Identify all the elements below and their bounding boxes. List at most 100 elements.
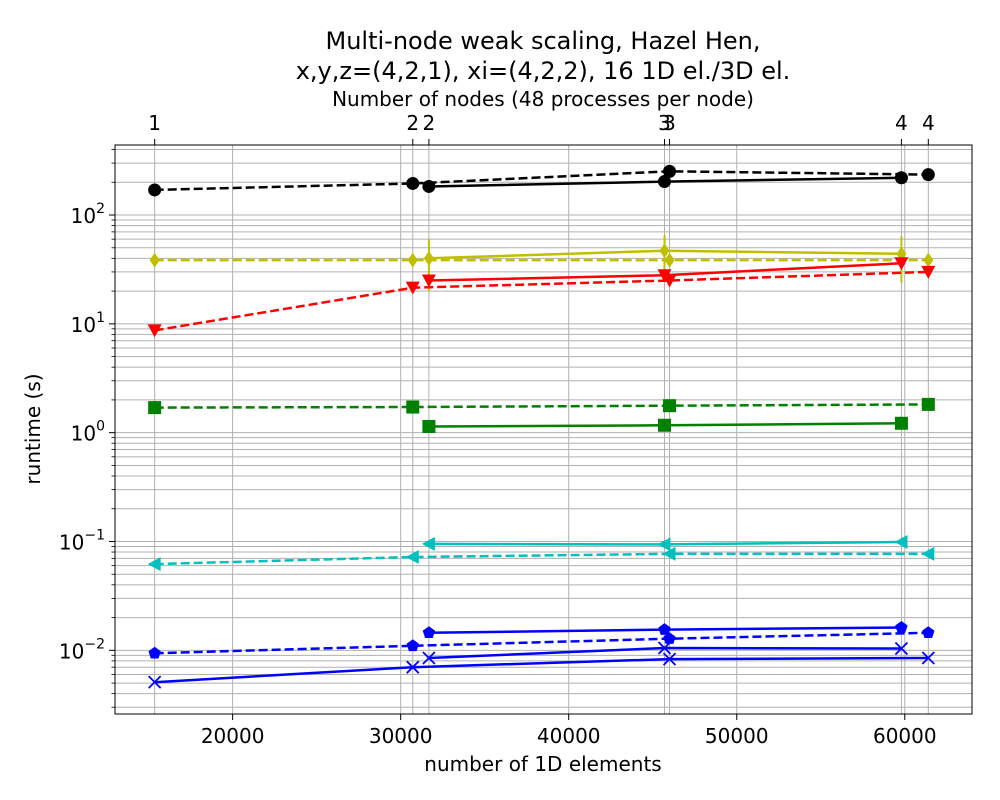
data-point (662, 546, 676, 561)
data-point (422, 419, 436, 433)
y-tick-label: 10−1 (59, 528, 105, 555)
marker-stroke (406, 660, 420, 674)
data-point (657, 418, 671, 432)
top-tick-label: 2 (406, 111, 419, 135)
marker-stroke (148, 675, 162, 689)
data-point (921, 265, 936, 279)
data-point (921, 397, 935, 411)
y-tick-label: 102 (71, 201, 105, 228)
series-line (154, 170, 929, 192)
series-group (147, 164, 936, 689)
data-point (148, 183, 162, 197)
data-point (663, 632, 676, 644)
grid (115, 145, 972, 714)
data-point (405, 281, 420, 295)
x-axis-label: number of 1D elements (424, 752, 661, 776)
data-point (406, 400, 420, 414)
data-point (423, 250, 434, 266)
top-tick-label: 1 (148, 111, 161, 135)
data-point (421, 536, 435, 551)
data-point (148, 675, 162, 689)
series-line (154, 631, 929, 655)
data-point (895, 621, 908, 633)
top-tick-label: 3 (658, 111, 671, 135)
series-10 (148, 626, 935, 659)
plot-frame (114, 144, 973, 715)
marker-stroke (894, 641, 909, 656)
series-3 (423, 235, 907, 292)
data-point (663, 399, 677, 413)
series-line (154, 552, 929, 566)
data-point (148, 401, 162, 415)
data-point (147, 557, 161, 572)
series-11 (422, 621, 908, 638)
series-line (154, 270, 929, 332)
marker-stroke (921, 651, 935, 665)
series-0 (148, 164, 935, 197)
series-7 (422, 416, 908, 433)
series-2 (149, 252, 934, 268)
top-axis-label: Number of nodes (48 processes per node) (332, 87, 754, 111)
data-point (657, 537, 671, 552)
data-point (406, 660, 420, 674)
data-point (422, 626, 436, 638)
data-point (407, 252, 418, 268)
data-point (894, 416, 908, 430)
y-tick-label: 10−2 (59, 636, 105, 663)
data-point (422, 179, 436, 193)
data-point (148, 646, 161, 659)
data-point (405, 550, 419, 565)
data-point (921, 168, 935, 182)
y-tick-label: 100 (71, 419, 105, 446)
series-6 (148, 397, 935, 415)
y-axis-label: runtime (s) (21, 373, 45, 484)
x-tick-label: 40000 (537, 724, 601, 748)
data-point (406, 176, 420, 190)
marker-stroke (657, 641, 672, 655)
data-point (922, 626, 935, 638)
data-point (421, 274, 436, 288)
data-point (422, 651, 436, 665)
data-point (659, 243, 670, 259)
plot-area: 20000 30000 40000 50000 60000 1 2 2 33 4 4 10−2 10−1… (59, 111, 973, 748)
series-4 (147, 265, 936, 338)
data-point (923, 252, 934, 268)
x-tick-label: 50000 (705, 724, 769, 748)
data-point (894, 257, 909, 271)
data-point (894, 641, 909, 656)
data-point (921, 651, 935, 665)
data-point (663, 164, 677, 178)
data-point (147, 324, 162, 338)
series-line (154, 656, 929, 684)
marker-stroke (662, 652, 677, 666)
y-tick-label: 101 (71, 310, 105, 337)
series-1 (422, 171, 908, 193)
top-tick-label: 4 (895, 111, 908, 135)
data-point (657, 175, 671, 189)
chart-title-line-2: x,y,z=(4,2,1), xi=(4,2,2), 16 1D el./3D … (296, 57, 791, 85)
data-point (664, 252, 675, 268)
top-tick-label: 2 (423, 111, 436, 135)
series-8 (147, 546, 935, 572)
top-tick-label: 3 (663, 111, 676, 135)
series-line (154, 403, 929, 409)
x-tick-label: 60000 (873, 724, 937, 748)
data-point (662, 652, 677, 666)
data-point (658, 623, 671, 635)
data-point (406, 639, 419, 652)
chart-title-line-1: Multi-node weak scaling, Hazel Hen, (326, 27, 761, 55)
series-13 (422, 641, 909, 665)
series-12 (148, 651, 935, 689)
data-point (894, 534, 908, 549)
top-tick-label: 4 (922, 111, 935, 135)
x-tick-label: 30000 (369, 724, 433, 748)
marker-stroke (422, 651, 436, 665)
data-point (921, 546, 935, 561)
data-point (149, 252, 160, 268)
data-point (657, 641, 672, 655)
data-point (894, 171, 908, 185)
series-5 (421, 257, 909, 288)
series-9 (421, 534, 908, 552)
x-tick-label: 20000 (201, 724, 265, 748)
